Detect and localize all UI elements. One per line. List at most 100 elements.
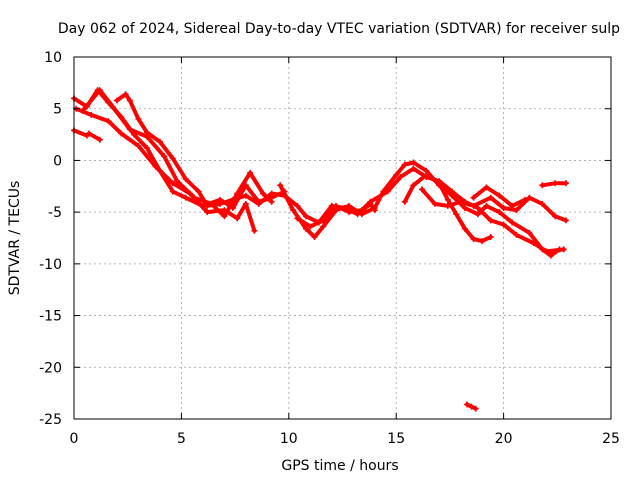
data-point: [169, 188, 176, 195]
data-point: [105, 118, 112, 125]
y-tick-label: 0: [53, 153, 62, 169]
y-tick-labels: 10 5 0 -5 -10 -15 -20 -25: [39, 50, 62, 428]
data-point: [109, 103, 116, 110]
data-point: [290, 207, 297, 214]
data-point: [96, 136, 103, 143]
y-axis-label: SDTVAR / TECUs: [7, 181, 23, 296]
data-point: [384, 188, 391, 195]
data-point: [468, 403, 475, 410]
series-line: [72, 88, 287, 210]
data-point: [126, 126, 133, 133]
y-tick-label: 10: [44, 50, 62, 66]
y-tick-label: -15: [39, 309, 62, 325]
series-track-9: [418, 186, 569, 224]
data-point: [367, 198, 374, 205]
y-tick-label: -5: [48, 205, 62, 221]
series-track-1: [71, 87, 288, 212]
data-point: [464, 401, 471, 408]
axis-ticks: [73, 56, 612, 420]
series-line: [72, 128, 102, 142]
data-point: [496, 209, 503, 216]
data-point: [461, 205, 468, 212]
data-point: [156, 138, 163, 145]
data-point: [513, 207, 520, 214]
data-point: [294, 215, 301, 222]
x-tick-label: 10: [280, 431, 298, 447]
data-point: [483, 202, 490, 209]
data-point: [268, 190, 275, 197]
data-point: [487, 217, 494, 224]
data-point: [457, 198, 464, 205]
data-point: [522, 196, 529, 203]
data-point: [255, 200, 262, 207]
x-tick-label: 0: [70, 431, 79, 447]
data-point: [302, 225, 309, 232]
data-point: [500, 221, 507, 228]
x-tick-labels: 0 5 10 15 20 25: [70, 431, 620, 447]
series-track-2: [79, 87, 275, 220]
data-point: [431, 200, 438, 207]
series-track-10: [470, 184, 529, 209]
data-point: [509, 219, 516, 226]
data-point: [345, 202, 352, 209]
data-point: [277, 182, 284, 189]
x-tick-label: 5: [177, 431, 186, 447]
data-point: [88, 111, 95, 118]
data-point: [483, 184, 490, 191]
data-point: [247, 169, 254, 176]
data-point: [562, 180, 569, 187]
data-point: [472, 405, 479, 412]
data-point: [470, 236, 477, 243]
data-point: [186, 190, 193, 197]
data-point: [461, 225, 468, 232]
data-point: [174, 178, 181, 185]
data-point: [251, 227, 258, 234]
data-point: [539, 200, 546, 207]
data-point: [479, 238, 486, 245]
data-point: [401, 161, 408, 168]
series-track-3: [73, 105, 258, 234]
data-point: [397, 173, 404, 180]
data-point: [410, 165, 417, 172]
y-tick-label: -20: [39, 360, 62, 376]
data-point: [487, 233, 494, 240]
data-point: [500, 205, 507, 212]
data-point: [560, 246, 567, 253]
data-point: [453, 211, 460, 218]
data-point: [144, 145, 151, 152]
data-point: [470, 194, 477, 201]
data-point: [135, 116, 142, 123]
data-point: [311, 233, 318, 240]
grid-lines: [74, 57, 611, 419]
data-point: [543, 248, 550, 255]
data-point: [229, 196, 236, 203]
data-point: [449, 188, 456, 195]
data-point: [509, 202, 516, 209]
data-point: [182, 194, 189, 201]
data-point: [539, 182, 546, 189]
data-point: [217, 200, 224, 207]
data-point: [221, 213, 228, 220]
data-point: [161, 153, 168, 160]
data-point: [320, 223, 327, 230]
data-point: [393, 171, 400, 178]
data-point: [401, 198, 408, 205]
series-track-8: [401, 171, 494, 245]
data-point: [234, 190, 241, 197]
chart-title: Day 062 of 2024, Sidereal Day-to-day VTE…: [58, 21, 620, 37]
data-point: [126, 97, 133, 104]
x-tick-label: 15: [387, 431, 405, 447]
data-point: [144, 129, 151, 136]
data-point: [113, 97, 120, 104]
data-point: [96, 87, 103, 94]
data-point: [169, 180, 176, 187]
data-point: [410, 159, 417, 166]
y-tick-label: -10: [39, 257, 62, 273]
plot-frame: [73, 56, 612, 420]
data-point: [470, 202, 477, 209]
data-point: [474, 211, 481, 218]
data-point: [436, 180, 443, 187]
data-point: [552, 213, 559, 220]
data-point: [423, 171, 430, 178]
data-point: [135, 142, 142, 149]
